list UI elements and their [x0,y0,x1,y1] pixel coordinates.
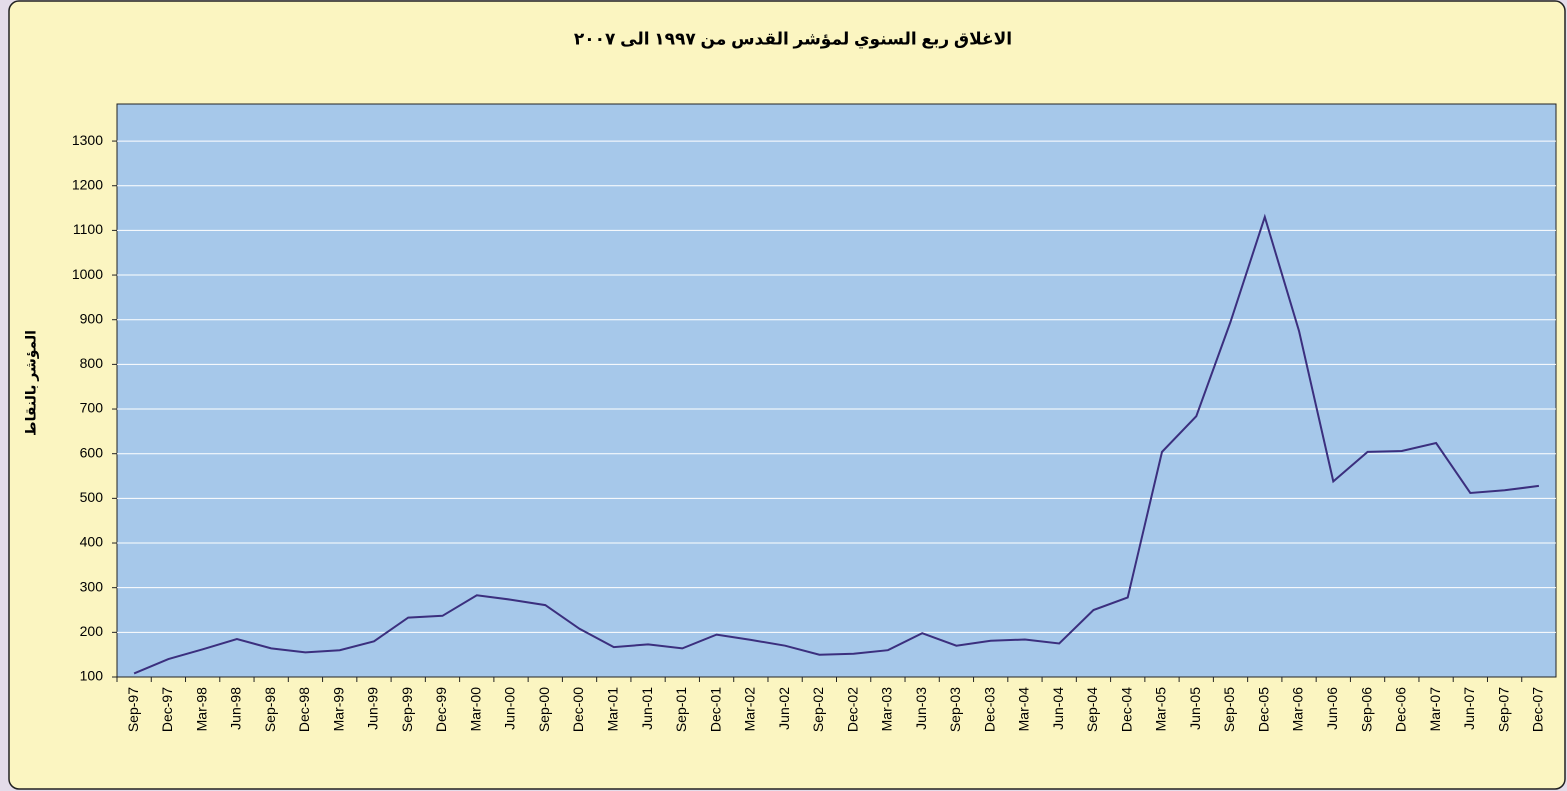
x-tick-label: Mar-00 [467,687,483,732]
y-tick-label: 600 [80,444,104,460]
x-tick-label: Sep-03 [947,687,963,732]
x-tick-label: Dec-04 [1118,687,1134,732]
data-line [133,213,1540,675]
y-tick-label: 1200 [72,176,103,192]
y-tick-label: 200 [80,623,104,639]
x-tick-label: Dec-03 [981,687,997,732]
x-tick-label: Jun-05 [1187,687,1203,730]
x-tick-label: Sep-07 [1495,687,1511,732]
x-tick-label: Mar-05 [1153,687,1169,732]
x-tick-label: Mar-98 [193,687,209,732]
x-tick-label: Sep-99 [399,687,415,732]
y-tick-label: 1300 [72,132,103,148]
y-tick-label: 1100 [73,221,103,237]
x-tick-label: Sep-02 [810,687,826,732]
x-tick-label: Mar-04 [1016,687,1032,732]
x-tick-label: Mar-02 [742,687,758,732]
x-tick-label: Jun-02 [776,687,792,730]
y-tick-label: 800 [80,355,104,371]
x-tick-label: Dec-00 [570,687,586,732]
y-tick-label: 500 [80,489,104,505]
x-tick-label: Mar-01 [605,687,621,732]
y-tick-label: 700 [80,400,104,416]
y-tick-label: 1000 [72,266,103,282]
x-tick-label: Dec-97 [159,687,175,732]
x-tick-label: Dec-02 [844,687,860,732]
x-tick-label: Dec-05 [1255,687,1271,732]
y-tick-label: 900 [80,310,104,326]
y-tick-label: 400 [80,534,104,550]
x-tick-label: Sep-98 [262,687,278,732]
x-tick-label: Jun-04 [1050,687,1066,730]
x-tick-label: Sep-04 [1084,687,1100,732]
x-tick-label: Jun-00 [502,687,518,730]
x-tick-label: Sep-05 [1221,687,1237,732]
y-tick-label: 300 [80,578,104,594]
x-tick-label: Jun-06 [1324,687,1340,730]
chart-title: الاغلاق ربع السنوي لمؤشر القدس من ١٩٩٧ ا… [574,29,1012,49]
x-tick-label: Jun-98 [228,687,244,730]
plot-area [116,103,1557,678]
x-tick-label: Jun-99 [365,687,381,730]
y-axis-label: المؤشر بالنقاط [23,330,40,436]
x-tick-label: Dec-98 [296,687,312,732]
x-tick-label: Mar-07 [1427,687,1443,732]
x-tick-label: Dec-01 [707,687,723,732]
x-tick-label: Mar-03 [879,687,895,732]
x-tick-label: Mar-06 [1290,687,1306,732]
x-tick-label: Jun-03 [913,687,929,730]
x-tick-label: Sep-00 [536,687,552,732]
x-tick-label: Dec-99 [433,687,449,732]
x-tick-label: Dec-06 [1393,687,1409,732]
x-tick-label: Sep-06 [1358,687,1374,732]
x-tick-label: Sep-01 [673,687,689,732]
x-tick-label: Dec-07 [1530,687,1546,732]
x-tick-label: Sep-97 [125,687,141,732]
x-tick-label: Jun-07 [1461,687,1477,730]
x-tick-label: Mar-99 [330,687,346,732]
y-tick-label: 100 [80,668,104,684]
x-tick-label: Jun-01 [639,687,655,730]
